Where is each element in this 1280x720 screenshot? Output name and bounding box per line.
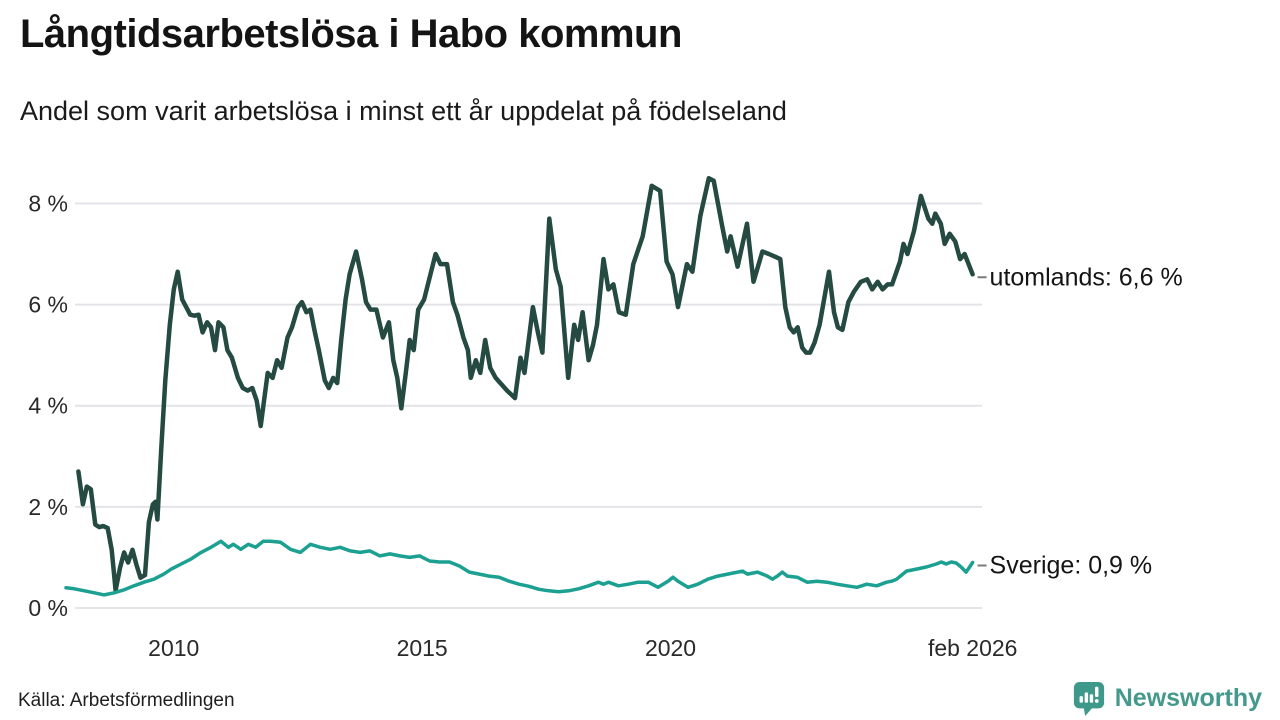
y-axis-label-4: 4 %	[28, 393, 68, 419]
y-axis-label-0: 0 %	[28, 595, 68, 621]
y-axis-label-6: 6 %	[28, 292, 68, 318]
x-axis-label-2010: 2010	[148, 635, 199, 661]
chart-line-utomlands	[76, 175, 975, 593]
x-axis-label-feb-2026: feb 2026	[928, 635, 1018, 661]
brand-footer: Newsworthy	[1072, 680, 1262, 716]
page-title: Långtidsarbetslösa i Habo kommun	[20, 12, 682, 56]
chart-line-sverige	[64, 539, 975, 597]
page-subtitle: Andel som varit arbetslösa i minst ett å…	[20, 96, 787, 126]
brand-name: Newsworthy	[1114, 683, 1262, 712]
x-axis-label-2020: 2020	[645, 635, 696, 661]
source-note: Källa: Arbetsförmedlingen	[18, 690, 235, 711]
x-axis-label-2015: 2015	[397, 635, 448, 661]
y-axis-label-2: 2 %	[28, 494, 68, 520]
y-axis-label-8: 8 %	[28, 190, 68, 216]
series-end-label-utomlands: utomlands: 6,6 %	[989, 263, 1183, 292]
newsworthy-logo-icon	[1073, 681, 1104, 716]
series-end-label-sverige: Sverige: 0,9 %	[989, 551, 1153, 580]
